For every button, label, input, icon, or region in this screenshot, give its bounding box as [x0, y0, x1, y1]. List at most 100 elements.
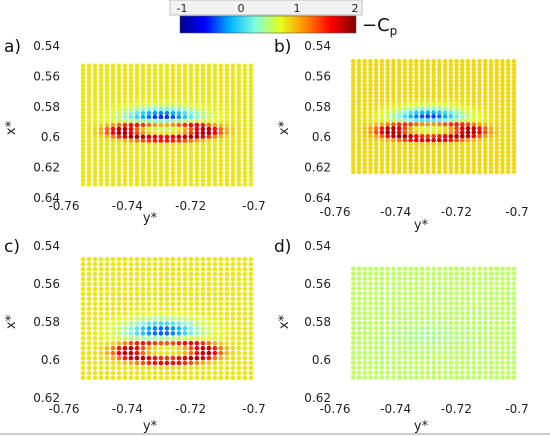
- data-point: [511, 118, 517, 123]
- data-point: [391, 122, 396, 127]
- data-point: [448, 86, 454, 92]
- data-point: [176, 360, 182, 366]
- data-point: [431, 266, 436, 272]
- data-point: [505, 126, 511, 131]
- data-point: [379, 153, 385, 159]
- x-tick-labels: -0.76 -0.74 -0.72 -0.7: [48, 402, 265, 416]
- data-point: [182, 158, 188, 163]
- data-point: [500, 320, 505, 326]
- data-point: [408, 340, 413, 346]
- data-point: [248, 296, 254, 302]
- data-point: [128, 306, 134, 312]
- data-point: [402, 106, 408, 111]
- data-point: [505, 345, 511, 351]
- data-point: [459, 141, 465, 147]
- data-point: [104, 360, 110, 366]
- data-point: [442, 315, 448, 321]
- data-point: [465, 169, 471, 175]
- data-point: [140, 296, 146, 302]
- data-point: [164, 291, 170, 297]
- data-point: [459, 137, 465, 143]
- data-point: [92, 91, 98, 96]
- data-point: [152, 150, 158, 155]
- data-point: [236, 350, 242, 356]
- data-point: [146, 99, 152, 104]
- data-point: [368, 370, 373, 375]
- data-point: [477, 122, 482, 127]
- data-point: [402, 157, 408, 163]
- data-point: [373, 118, 379, 123]
- data-point: [164, 286, 170, 292]
- data-point: [86, 174, 92, 179]
- data-point: [442, 153, 448, 159]
- data-point: [482, 118, 488, 123]
- data-point: [482, 122, 488, 127]
- colorbar-label: −Cp: [362, 15, 397, 38]
- data-point: [194, 350, 200, 356]
- data-point: [488, 90, 494, 96]
- data-point: [431, 161, 436, 167]
- data-point: [414, 98, 419, 104]
- data-point: [482, 335, 488, 341]
- data-point: [414, 330, 419, 336]
- data-point: [459, 94, 465, 100]
- data-point: [140, 286, 146, 292]
- data-point: [110, 316, 116, 321]
- data-point: [212, 146, 218, 152]
- data-point: [236, 321, 242, 326]
- data-point: [242, 281, 248, 287]
- data-point: [465, 306, 471, 311]
- data-point: [92, 118, 98, 124]
- data-point: [242, 350, 248, 356]
- data-point: [477, 296, 482, 301]
- data-point: [194, 99, 200, 104]
- data-point: [206, 281, 212, 287]
- data-point: [442, 74, 448, 80]
- data-point: [459, 122, 465, 127]
- data-point: [128, 75, 134, 80]
- data-point: [350, 118, 356, 123]
- data-point: [176, 311, 182, 316]
- data-point: [146, 365, 152, 371]
- data-point: [448, 350, 454, 356]
- data-point: [494, 74, 500, 80]
- data-point: [200, 257, 206, 262]
- data-point: [482, 310, 488, 316]
- data-point: [206, 311, 212, 316]
- data-point: [218, 91, 224, 96]
- data-point: [218, 63, 224, 69]
- data-point: [110, 122, 116, 128]
- data-point: [116, 261, 122, 267]
- data-point: [212, 286, 218, 292]
- data-point: [431, 102, 436, 107]
- y-axis-label: x*: [277, 120, 292, 135]
- data-point: [488, 74, 494, 80]
- data-point: [110, 281, 116, 287]
- colorbar-label-main: −C: [362, 15, 390, 36]
- colorbar-label-sub: p: [390, 24, 398, 38]
- data-point: [459, 149, 465, 155]
- data-point: [176, 178, 182, 183]
- data-point: [218, 79, 224, 84]
- data-point: [494, 375, 500, 380]
- data-point: [224, 110, 230, 116]
- data-point: [122, 150, 128, 155]
- data-point: [356, 94, 362, 100]
- data-point: [402, 90, 408, 96]
- data-point: [158, 150, 164, 155]
- data-point: [86, 326, 92, 331]
- data-point: [465, 296, 471, 301]
- data-point: [437, 137, 442, 143]
- data-point: [402, 330, 408, 336]
- data-point: [350, 169, 356, 175]
- data-point: [248, 138, 254, 144]
- data-point: [362, 157, 367, 163]
- data-point: [454, 345, 459, 351]
- data-point: [356, 145, 362, 151]
- data-point: [158, 355, 164, 361]
- data-point: [152, 178, 158, 183]
- data-point: [164, 118, 170, 124]
- data-point: [242, 138, 248, 144]
- data-point: [164, 162, 170, 167]
- data-point: [80, 306, 86, 312]
